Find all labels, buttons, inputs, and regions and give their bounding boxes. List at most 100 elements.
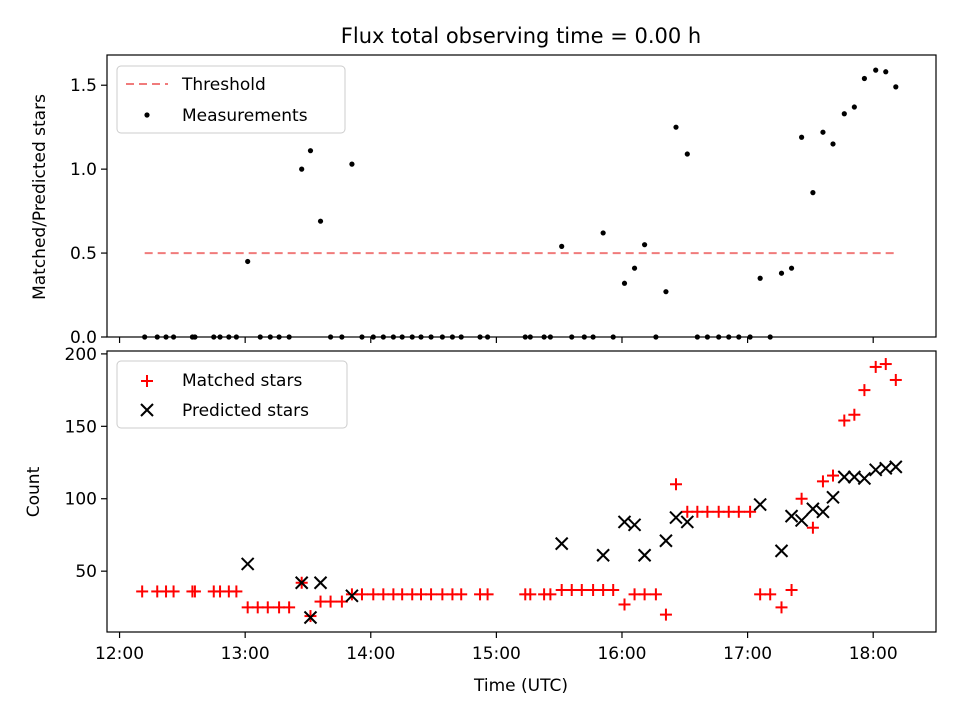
matched-star-marker	[304, 610, 317, 623]
predicted-star-marker	[857, 471, 872, 486]
count-axes-frame	[106, 350, 937, 633]
matched-star-marker	[481, 588, 494, 601]
predicted-star-marker	[669, 510, 683, 525]
matched-star-marker	[575, 583, 588, 596]
matched-star-marker	[455, 588, 468, 601]
count-legend: Matched stars Predicted stars	[116, 360, 348, 429]
matched-star-marker	[869, 360, 882, 373]
matched-star-marker	[367, 588, 380, 601]
threshold-legend-label: Threshold	[181, 75, 266, 95]
ratio-y-tick-label: 0.0	[70, 328, 97, 348]
predicted-star-marker	[826, 490, 840, 505]
matched-star-marker	[136, 585, 149, 598]
matched-star-marker	[565, 583, 578, 596]
measurement-point	[559, 243, 565, 249]
matched-star-marker	[597, 583, 610, 596]
measurement-point	[307, 148, 314, 154]
measurement-point	[799, 134, 805, 140]
ratio-panel: Flux total observing time = 0.00 h 0.0 0.…	[30, 24, 937, 348]
measurements-legend-swatch	[144, 112, 150, 118]
predicted-stars-points	[240, 460, 903, 625]
matched-star-marker	[889, 373, 902, 386]
count-y-tick-label: 150	[65, 417, 97, 437]
matched-star-marker	[858, 384, 871, 397]
matched-star-marker	[273, 601, 286, 614]
measurement-point	[883, 69, 889, 75]
matched-star-marker	[669, 478, 682, 491]
count-y-tick-label: 200	[65, 345, 97, 365]
predicted-star-marker	[816, 505, 830, 519]
measurement-point	[893, 84, 899, 90]
matched-star-marker	[754, 588, 767, 601]
measurement-point	[299, 166, 305, 172]
measurement-point	[810, 190, 816, 196]
matched-star-marker	[555, 583, 568, 596]
matched-star-marker	[649, 588, 662, 601]
x-axis-label: Time (UTC)	[473, 676, 568, 696]
matched-star-marker	[732, 505, 745, 518]
predicted-star-marker	[554, 536, 569, 551]
measurement-point	[757, 275, 763, 281]
matched-star-marker	[806, 521, 819, 534]
matched-star-marker	[701, 505, 714, 518]
measurement-point	[851, 104, 857, 110]
matched-legend-label: Matched stars	[182, 371, 302, 391]
measurement-point	[631, 265, 638, 271]
matched-star-marker	[618, 598, 631, 611]
predicted-star-marker	[794, 513, 809, 528]
count-y-tick-label: 100	[65, 490, 97, 510]
matched-star-marker	[659, 608, 672, 621]
count-y-axis-label: Count	[24, 466, 44, 517]
measurement-point	[673, 124, 679, 130]
matched-star-marker	[838, 414, 851, 427]
matched-star-marker	[251, 601, 264, 614]
predicted-star-marker	[680, 515, 695, 529]
measurement-point	[245, 258, 251, 265]
predicted-star-marker	[889, 460, 903, 474]
matched-star-marker	[607, 583, 620, 596]
measurement-point	[841, 111, 847, 117]
predicted-star-marker	[627, 518, 642, 532]
ratio-y-tick-label: 1.5	[70, 76, 97, 96]
matched-star-marker	[722, 505, 735, 518]
count-x-tick-label: 14:00	[346, 644, 395, 664]
predicted-star-marker	[345, 589, 359, 603]
measurement-point	[861, 75, 868, 82]
predicted-star-marker	[837, 470, 852, 484]
matched-star-marker	[795, 492, 808, 505]
ratio-chart-title: Flux total observing time = 0.00 h	[341, 24, 701, 48]
matched-star-marker	[355, 588, 368, 601]
matched-star-marker	[241, 601, 254, 614]
matched-stars-points	[136, 358, 902, 623]
measurement-point	[621, 280, 628, 286]
matched-star-marker	[691, 505, 704, 518]
count-x-tick-label: 18:00	[849, 644, 898, 664]
predicted-star-marker	[303, 610, 318, 625]
matched-star-marker	[827, 469, 840, 482]
measurement-point	[663, 289, 669, 295]
predicted-legend-label: Predicted stars	[182, 401, 309, 421]
matched-star-marker	[230, 585, 243, 598]
ratio-axes-frame	[106, 54, 937, 338]
measurement-point	[317, 218, 324, 224]
matched-star-marker	[314, 595, 327, 608]
matched-star-marker	[744, 505, 757, 518]
matched-legend-swatch	[141, 375, 153, 387]
predicted-star-marker	[753, 497, 767, 512]
predicted-star-marker	[313, 576, 328, 590]
matched-star-marker	[396, 588, 409, 601]
measurement-point	[778, 270, 785, 276]
matched-star-marker	[283, 601, 296, 614]
measurement-point	[684, 151, 690, 157]
matched-star-marker	[415, 588, 428, 601]
ratio-y-tick-label: 1.0	[70, 160, 97, 180]
matched-star-marker	[544, 588, 557, 601]
matched-star-marker	[261, 601, 274, 614]
measurement-point	[873, 67, 879, 73]
matched-star-marker	[324, 595, 337, 608]
matched-star-marker	[345, 588, 358, 601]
predicted-star-marker	[596, 548, 610, 562]
predicted-star-marker	[659, 534, 673, 548]
measurement-point	[600, 230, 606, 236]
